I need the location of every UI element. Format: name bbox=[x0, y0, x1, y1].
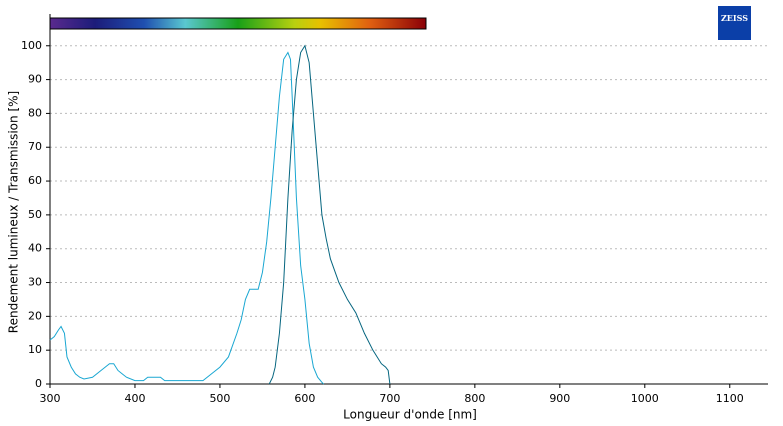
y-tick-label: 10 bbox=[28, 343, 42, 356]
y-tick-label: 70 bbox=[28, 140, 42, 153]
y-axis-label: Rendement lumineux / Transmission [%] bbox=[7, 91, 21, 333]
x-tick-label: 600 bbox=[294, 392, 315, 405]
y-tick-label: 100 bbox=[21, 39, 42, 52]
y-tick-label: 0 bbox=[35, 377, 42, 390]
logo-box bbox=[718, 6, 751, 40]
y-tick-label: 40 bbox=[28, 242, 42, 255]
y-tick-label: 30 bbox=[28, 276, 42, 289]
x-tick-label: 1000 bbox=[631, 392, 659, 405]
x-tick-label: 700 bbox=[379, 392, 400, 405]
line bbox=[49, 51, 324, 385]
x-tick-label: 1100 bbox=[716, 392, 744, 405]
x-axis-label: Longueur d'onde [nm] bbox=[343, 408, 477, 422]
x-tick-label: 400 bbox=[124, 392, 145, 405]
y-tick-label: 50 bbox=[28, 208, 42, 221]
x-tick-label: 500 bbox=[209, 392, 230, 405]
logo: ZEISS bbox=[721, 13, 748, 23]
y-tick-label: 60 bbox=[28, 174, 42, 187]
y-tick-label: 20 bbox=[28, 309, 42, 322]
x-tick-label: 800 bbox=[464, 392, 485, 405]
x-tick-label: 300 bbox=[40, 392, 61, 405]
y-tick-label: 90 bbox=[28, 73, 42, 86]
x-tick-label: 900 bbox=[549, 392, 570, 405]
spectrum-bar bbox=[49, 17, 427, 30]
y-tick-label: 80 bbox=[28, 106, 42, 119]
line bbox=[268, 44, 391, 385]
